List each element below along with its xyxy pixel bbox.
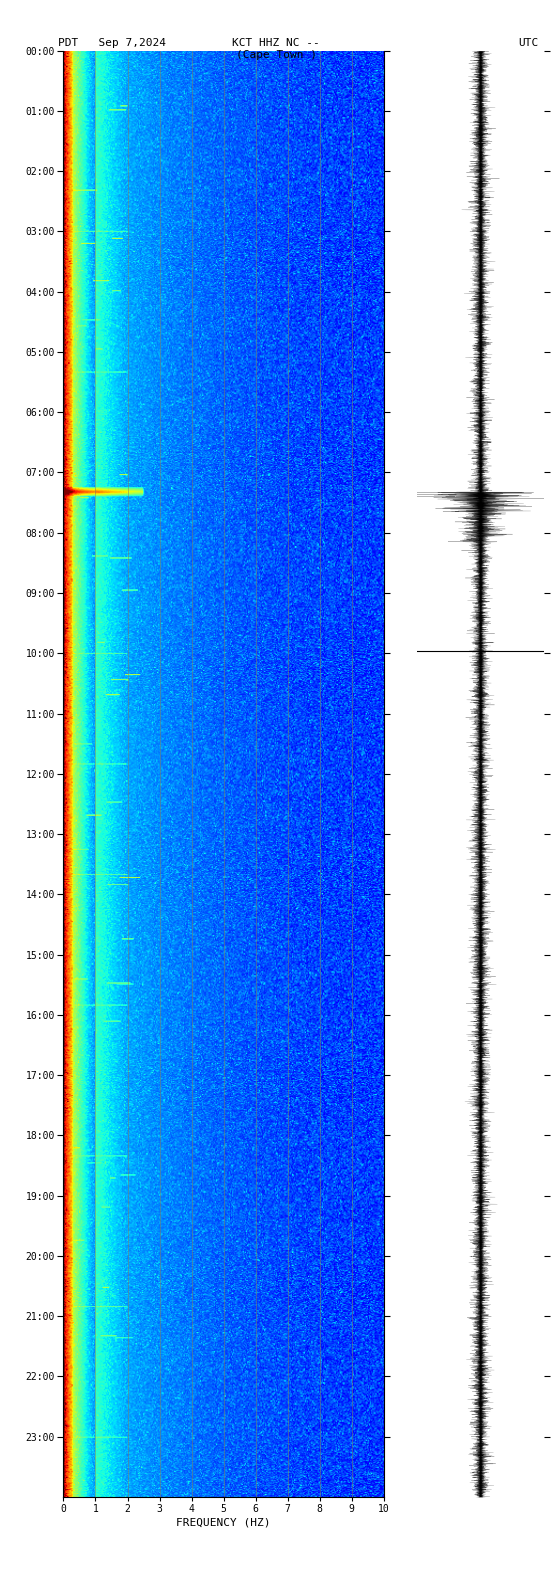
- Text: PDT   Sep 7,2024: PDT Sep 7,2024: [58, 38, 166, 48]
- Text: KCT HHZ NC --
(Cape Town ): KCT HHZ NC -- (Cape Town ): [232, 38, 320, 60]
- X-axis label: FREQUENCY (HZ): FREQUENCY (HZ): [176, 1517, 271, 1529]
- Text: UTC: UTC: [518, 38, 538, 48]
